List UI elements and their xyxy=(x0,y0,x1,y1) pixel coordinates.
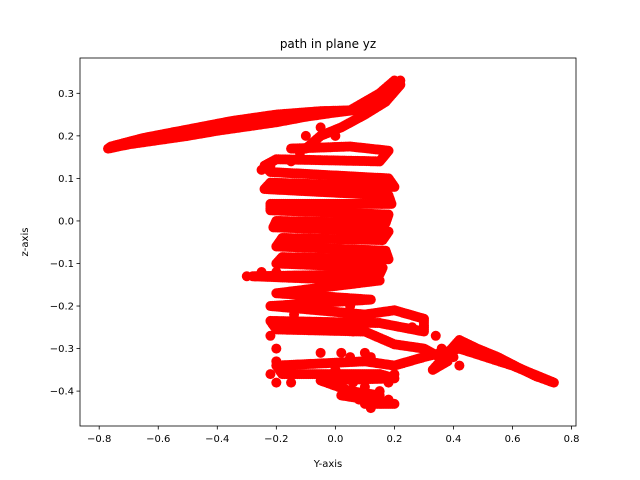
x-axis-ticks: −0.8 −0.6 −0.4 −0.2 0.0 0.2 0.4 0.6 0.8 xyxy=(87,426,580,445)
data-point xyxy=(448,352,459,363)
data-point xyxy=(454,360,465,371)
data-point xyxy=(265,369,276,380)
data-point xyxy=(389,369,400,380)
data-point xyxy=(306,139,317,150)
y-tick-label: 0.3 xyxy=(58,89,74,100)
data-point xyxy=(315,122,326,133)
data-point xyxy=(286,156,297,167)
data-point xyxy=(336,390,347,401)
x-axis-label: Y-axis xyxy=(313,459,343,470)
data-point xyxy=(330,130,341,141)
x-tick-label: −0.6 xyxy=(146,434,170,445)
data-point xyxy=(365,403,376,414)
data-point xyxy=(241,271,252,282)
data-point xyxy=(277,364,288,375)
data-point xyxy=(436,343,447,354)
y-tick-label: 0.1 xyxy=(58,174,74,185)
y-tick-label: −0.2 xyxy=(50,302,74,313)
x-tick-label: 0.6 xyxy=(505,434,521,445)
data-point xyxy=(330,364,341,375)
data-point xyxy=(430,330,441,341)
y-axis-label: z-axis xyxy=(20,228,31,257)
data-point xyxy=(336,347,347,358)
data-point xyxy=(256,164,267,175)
data-point xyxy=(433,360,444,371)
data-point xyxy=(271,318,282,329)
data-point xyxy=(256,266,267,277)
data-point xyxy=(383,394,394,405)
data-point xyxy=(294,301,305,312)
x-tick-label: 0.2 xyxy=(386,434,402,445)
x-tick-label: 0.4 xyxy=(446,434,462,445)
x-tick-label: −0.8 xyxy=(87,434,111,445)
chart-title: path in plane yz xyxy=(280,37,376,51)
data-point xyxy=(348,326,359,337)
data-points xyxy=(103,75,559,414)
x-tick-label: 0.0 xyxy=(327,434,343,445)
x-tick-label: 0.8 xyxy=(564,434,580,445)
data-point xyxy=(348,377,359,388)
data-point xyxy=(265,330,276,341)
y-tick-label: −0.3 xyxy=(50,344,74,355)
data-point xyxy=(383,377,394,388)
data-point xyxy=(294,147,305,158)
data-point xyxy=(354,318,364,329)
data-point xyxy=(315,347,326,358)
data-point xyxy=(265,160,276,171)
y-axis-ticks: −0.4 −0.3 −0.2 −0.1 0.0 0.1 0.2 0.3 xyxy=(50,89,80,398)
data-point xyxy=(345,352,356,363)
data-point xyxy=(354,394,364,405)
data-point xyxy=(271,343,282,354)
y-tick-label: −0.1 xyxy=(50,259,74,270)
x-tick-label: −0.4 xyxy=(205,434,229,445)
y-tick-label: 0.2 xyxy=(58,131,74,142)
data-point xyxy=(271,356,282,367)
data-point xyxy=(351,309,362,320)
x-tick-label: −0.2 xyxy=(264,434,288,445)
data-point xyxy=(359,347,370,358)
data-point xyxy=(289,309,300,320)
y-tick-label: 0.0 xyxy=(58,216,74,227)
data-point xyxy=(345,301,356,312)
data-point xyxy=(271,377,282,388)
data-point xyxy=(300,130,311,141)
data-point xyxy=(374,386,385,397)
y-tick-label: −0.4 xyxy=(50,387,74,398)
data-point xyxy=(407,322,418,333)
data-point xyxy=(271,266,282,277)
data-point xyxy=(359,381,370,392)
plot-frame xyxy=(79,57,577,427)
data-point xyxy=(286,377,297,388)
